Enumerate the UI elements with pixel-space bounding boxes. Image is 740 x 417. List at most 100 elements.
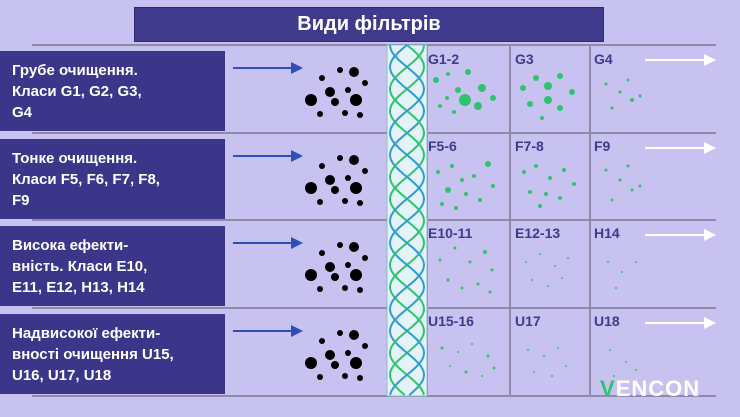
dust-particle bbox=[350, 269, 362, 281]
passed-particle bbox=[626, 78, 630, 82]
passed-particle bbox=[483, 250, 487, 254]
passed-particle bbox=[481, 375, 483, 377]
dust-particle bbox=[342, 110, 348, 116]
passed-particle bbox=[492, 366, 496, 370]
passed-particle bbox=[446, 72, 450, 76]
dust-particle bbox=[325, 262, 335, 272]
passed-particle bbox=[604, 168, 608, 172]
class-label: F7-8 bbox=[515, 138, 544, 154]
passed-particle bbox=[543, 355, 545, 357]
dust-particle bbox=[350, 182, 362, 194]
dust-particle bbox=[357, 375, 363, 381]
passed-particle bbox=[445, 96, 449, 100]
inlet-arrowhead bbox=[291, 150, 303, 162]
passed-particle bbox=[621, 271, 623, 273]
passed-particle bbox=[531, 279, 533, 281]
dust-particle bbox=[331, 273, 339, 281]
passed-particle bbox=[544, 82, 552, 90]
outlet-arrowhead bbox=[704, 142, 716, 154]
row-label-line: Грубе очищення. bbox=[12, 62, 138, 79]
passed-particle bbox=[538, 204, 542, 208]
dust-particle bbox=[317, 374, 323, 380]
page-title: Види фільтрів bbox=[134, 7, 604, 42]
dust-particle bbox=[349, 67, 359, 77]
dust-particle bbox=[345, 350, 351, 356]
dust-particle bbox=[357, 112, 363, 118]
dust-particle bbox=[345, 262, 351, 268]
dust-particle bbox=[349, 330, 359, 340]
class-label: F5-6 bbox=[428, 138, 457, 154]
row-label-line: вності очищення U15, bbox=[12, 346, 174, 363]
outlet-arrowhead bbox=[704, 317, 716, 329]
passed-particle bbox=[472, 174, 476, 178]
passed-particle bbox=[615, 287, 617, 289]
inlet-arrowhead bbox=[291, 325, 303, 337]
passed-particle bbox=[527, 101, 533, 107]
dust-particle bbox=[337, 330, 343, 336]
passed-particle bbox=[452, 110, 456, 114]
class-label: G1-2 bbox=[428, 51, 460, 67]
passed-particle bbox=[486, 354, 490, 358]
passed-particle bbox=[460, 178, 464, 182]
passed-particle bbox=[610, 106, 614, 110]
row-label-line: Класи F5, F6, F7, F8, bbox=[12, 171, 160, 188]
dust-particle bbox=[319, 338, 325, 344]
dust-particle bbox=[342, 285, 348, 291]
inlet-arrowhead bbox=[291, 62, 303, 74]
dust-particle bbox=[362, 343, 368, 349]
passed-particle bbox=[490, 268, 494, 272]
passed-particle bbox=[604, 82, 608, 86]
passed-particle bbox=[572, 182, 576, 186]
class-label: E10-11 bbox=[428, 225, 473, 241]
dust-particle bbox=[305, 94, 317, 106]
passed-particle bbox=[569, 89, 575, 95]
passed-particle bbox=[638, 184, 642, 188]
passed-particle bbox=[478, 84, 486, 92]
row-label-line: E11, E12, H13, H14 bbox=[12, 279, 145, 296]
passed-particle bbox=[528, 190, 532, 194]
passed-particle bbox=[455, 87, 461, 93]
dust-particle bbox=[319, 75, 325, 81]
passed-particle bbox=[610, 198, 614, 202]
dust-particle bbox=[305, 182, 317, 194]
passed-particle bbox=[454, 206, 458, 210]
passed-particle bbox=[476, 282, 480, 286]
row-label-line: F9 bbox=[12, 192, 30, 209]
dust-particle bbox=[337, 155, 343, 161]
passed-particle bbox=[453, 246, 457, 250]
dust-particle bbox=[331, 361, 339, 369]
passed-particle bbox=[488, 290, 492, 294]
row-label-coarse: Грубе очищення. Класи G1, G2, G3, G4 bbox=[0, 51, 225, 131]
row-label-line: G4 bbox=[12, 104, 33, 121]
passed-particle bbox=[527, 349, 529, 351]
dust-particle bbox=[357, 200, 363, 206]
passed-particle bbox=[438, 258, 442, 262]
passed-particle bbox=[433, 77, 439, 83]
passed-particle bbox=[491, 184, 495, 188]
passed-particle bbox=[525, 261, 527, 263]
passed-particle bbox=[540, 116, 544, 120]
dust-particle bbox=[319, 250, 325, 256]
passed-particle bbox=[618, 178, 622, 182]
class-label: G4 bbox=[594, 51, 613, 67]
class-label: E12-13 bbox=[515, 225, 561, 241]
filter-fiber bbox=[388, 44, 426, 396]
logo-prefix: V bbox=[600, 376, 616, 401]
passed-particle bbox=[440, 346, 444, 350]
passed-particle bbox=[459, 94, 471, 106]
passed-particle bbox=[609, 349, 611, 351]
row-label-line: Висока ефекти- bbox=[12, 237, 129, 254]
passed-particle bbox=[557, 105, 563, 111]
dust-particle bbox=[349, 155, 359, 165]
passed-particle bbox=[565, 365, 567, 367]
passed-particle bbox=[626, 164, 630, 168]
dust-particle bbox=[325, 87, 335, 97]
passed-particle bbox=[635, 261, 637, 263]
dust-particle bbox=[342, 198, 348, 204]
dust-particle bbox=[350, 357, 362, 369]
dust-particle bbox=[342, 373, 348, 379]
passed-particle bbox=[630, 188, 634, 192]
passed-particle bbox=[558, 196, 562, 200]
inlet-arrowhead bbox=[291, 237, 303, 249]
